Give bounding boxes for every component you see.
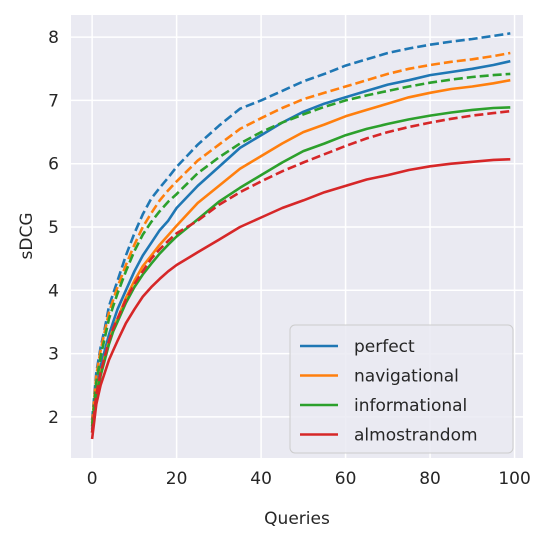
series-line-3 bbox=[90, 51, 511, 424]
x-tick-label: 0 bbox=[87, 469, 98, 489]
x-tick-label: 60 bbox=[335, 469, 357, 489]
series-line-0 bbox=[90, 59, 511, 430]
y-tick-label: 6 bbox=[48, 155, 59, 175]
y-tick-label: 8 bbox=[48, 28, 59, 48]
legend-entry-label: informational bbox=[354, 396, 467, 416]
series-line-5 bbox=[90, 72, 511, 427]
series-line-7 bbox=[90, 109, 511, 433]
x-tick-label: 40 bbox=[250, 469, 272, 489]
legend-entry-label: navigational bbox=[354, 367, 459, 387]
series-lines bbox=[90, 32, 511, 440]
tick-labels: 0 20 40 60 80 100 2 3 4 5 6 7 8 bbox=[48, 28, 531, 489]
y-tick-label: 5 bbox=[48, 218, 59, 238]
legend-frame bbox=[289, 324, 514, 454]
x-tick-label: 20 bbox=[166, 469, 188, 489]
x-axis-label: Queries bbox=[264, 509, 330, 529]
series-line-6 bbox=[90, 158, 511, 440]
y-axis-label: sDCG bbox=[17, 213, 37, 260]
x-tick-label: 100 bbox=[498, 469, 530, 489]
y-tick-label: 3 bbox=[48, 345, 59, 365]
legend-entry-label: perfect bbox=[354, 337, 415, 357]
y-tick-label: 7 bbox=[48, 91, 59, 111]
series-line-4 bbox=[90, 106, 511, 433]
legend-entry-label: almostrandom bbox=[354, 426, 478, 446]
series-line-1 bbox=[90, 32, 511, 421]
legend: perfect navigational informational almostra… bbox=[289, 324, 514, 454]
y-tick-label: 2 bbox=[48, 408, 59, 428]
y-tick-label: 4 bbox=[48, 281, 59, 301]
x-tick-label: 80 bbox=[419, 469, 441, 489]
